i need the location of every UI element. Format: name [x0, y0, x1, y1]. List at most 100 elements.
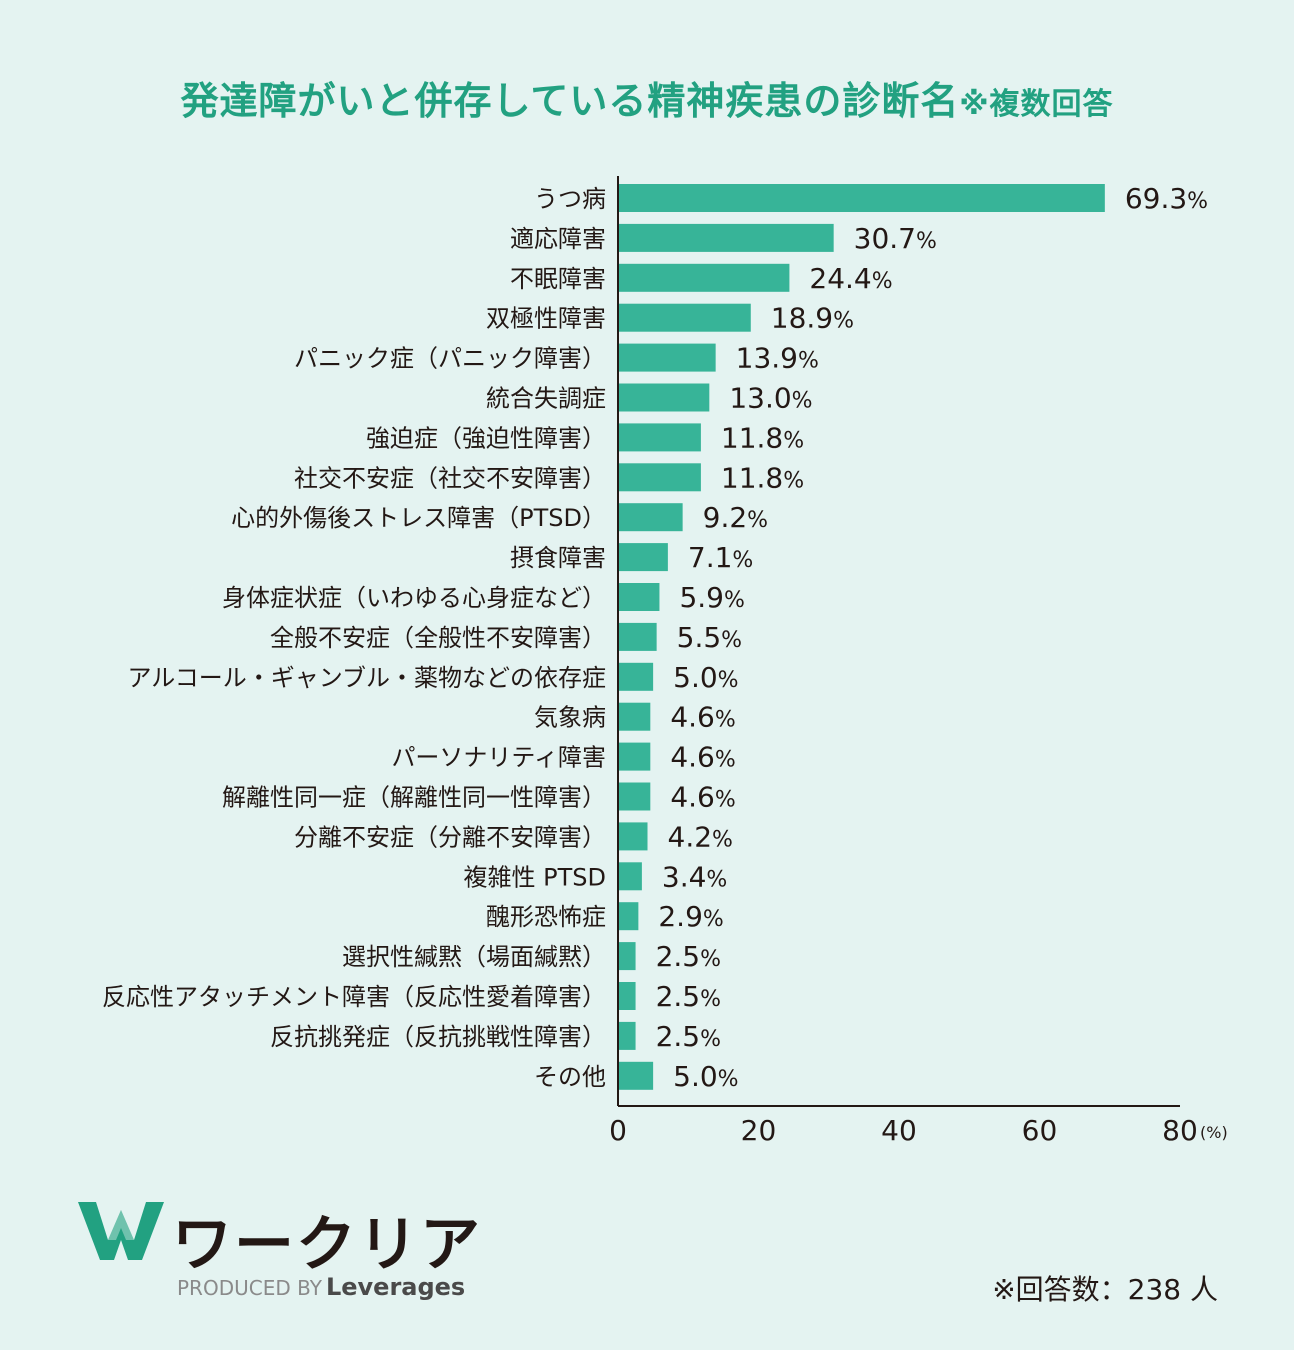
- value-label-15: 4.6%: [670, 781, 735, 814]
- value-label-5: 13.0%: [729, 382, 812, 415]
- value-label-11: 5.5%: [677, 621, 742, 654]
- category-label-9: 摂食障害: [510, 544, 606, 572]
- category-label-1: 適応障害: [510, 225, 606, 253]
- value-suffix-11: %: [721, 628, 742, 653]
- category-label-0: うつ病: [534, 185, 606, 213]
- work-clear-logo-icon: [78, 1202, 164, 1260]
- value-label-19: 2.5%: [656, 940, 721, 973]
- category-label-11: 全般不安症（全般性不安障害）: [270, 624, 606, 652]
- category-label-20: 反応性アタッチメント障害（反応性愛着障害）: [102, 983, 606, 1011]
- bar-14: [618, 742, 651, 771]
- category-label-6: 強迫症（強迫性障害）: [366, 424, 606, 452]
- category-label-18: 醜形恐怖症: [486, 903, 606, 931]
- company-name: Leverages: [325, 1273, 466, 1301]
- bar-0: [618, 184, 1105, 212]
- bar-9: [618, 543, 668, 572]
- bar-21: [618, 1021, 636, 1050]
- value-label-3: 18.9%: [771, 302, 854, 335]
- value-suffix-2: %: [872, 269, 893, 294]
- category-label-2: 不眠障害: [510, 265, 606, 293]
- bar-13: [618, 702, 651, 731]
- x-tick-label-4: 80: [1162, 1114, 1198, 1147]
- bar-7: [618, 463, 701, 492]
- value-label-6: 11.8%: [721, 421, 804, 454]
- value-label-22: 5.0%: [673, 1060, 738, 1093]
- value-label-16: 4.2%: [668, 820, 733, 853]
- bar-20: [618, 982, 636, 1010]
- bar-3: [618, 303, 751, 332]
- category-label-14: パーソナリティ障害: [391, 744, 606, 772]
- value-suffix-16: %: [712, 827, 733, 852]
- value-suffix-13: %: [715, 708, 736, 733]
- category-label-17: 複雑性 PTSD: [464, 863, 606, 891]
- category-label-10: 身体症状症（いわゆる心身症など）: [222, 584, 606, 612]
- value-label-7: 11.8%: [721, 461, 804, 494]
- bar-11: [618, 622, 657, 651]
- bar-12: [618, 662, 654, 691]
- bar-8: [618, 503, 683, 532]
- value-suffix-1: %: [916, 229, 937, 254]
- x-tick-label-0: 0: [609, 1114, 627, 1147]
- bar-19: [618, 942, 636, 971]
- brand-name: ワークリア: [172, 1210, 482, 1280]
- x-tick-label-1: 20: [741, 1114, 777, 1147]
- category-label-15: 解離性同一症（解離性同一性障害）: [222, 784, 606, 812]
- value-suffix-15: %: [715, 788, 736, 813]
- value-label-14: 4.6%: [670, 741, 735, 774]
- bar-2: [618, 263, 790, 292]
- value-label-21: 2.5%: [656, 1020, 721, 1053]
- bar-16: [618, 822, 648, 851]
- value-label-17: 3.4%: [662, 860, 727, 893]
- bar-5: [618, 383, 710, 412]
- bar-4: [618, 343, 716, 372]
- chart-title-note: ※複数回答: [959, 87, 1114, 122]
- value-label-18: 2.9%: [658, 900, 723, 933]
- category-label-13: 気象病: [534, 704, 606, 732]
- value-suffix-3: %: [833, 309, 854, 334]
- bar-18: [618, 902, 639, 931]
- value-suffix-18: %: [703, 907, 724, 932]
- value-label-20: 2.5%: [656, 980, 721, 1013]
- respondent-count-note: ※回答数：238 人: [992, 1273, 1218, 1306]
- bar-10: [618, 583, 660, 611]
- x-tick-label-3: 60: [1022, 1114, 1058, 1147]
- value-suffix-14: %: [715, 748, 736, 773]
- value-label-2: 24.4%: [809, 262, 892, 295]
- category-label-22: その他: [534, 1063, 606, 1091]
- category-label-5: 統合失調症: [486, 385, 606, 413]
- value-suffix-4: %: [798, 349, 819, 374]
- value-label-10: 5.9%: [679, 581, 744, 614]
- x-axis-unit: (%): [1200, 1123, 1228, 1142]
- x-tick-label-2: 40: [881, 1114, 917, 1147]
- bar-chart: うつ病 69.3% 適応障害 30.7% 不眠障害 24.4% 双極性障害 18.9% パニック…: [102, 176, 1228, 1147]
- value-label-13: 4.6%: [670, 701, 735, 734]
- value-suffix-22: %: [718, 1067, 739, 1092]
- chart-title: 発達障がいと併存している精神疾患の診断名※複数回答: [0, 70, 1294, 125]
- value-suffix-21: %: [700, 1027, 721, 1052]
- value-label-9: 7.1%: [688, 541, 753, 574]
- value-label-0: 69.3%: [1125, 182, 1208, 215]
- value-suffix-17: %: [706, 867, 727, 892]
- bar-22: [618, 1061, 654, 1090]
- category-label-19: 選択性緘黙（場面緘黙）: [342, 943, 606, 971]
- produced-by: PRODUCED BY Leverages: [177, 1273, 465, 1301]
- value-suffix-19: %: [700, 947, 721, 972]
- bar-15: [618, 782, 651, 811]
- value-suffix-7: %: [783, 468, 804, 493]
- value-label-1: 30.7%: [854, 222, 937, 255]
- produced-by-label: PRODUCED BY: [177, 1276, 322, 1300]
- value-label-8: 9.2%: [703, 501, 768, 534]
- value-label-4: 13.9%: [736, 342, 819, 375]
- category-label-7: 社交不安症（社交不安障害）: [294, 464, 606, 492]
- category-label-3: 双極性障害: [486, 305, 606, 333]
- value-suffix-5: %: [792, 389, 813, 414]
- bar-17: [618, 862, 642, 891]
- value-suffix-20: %: [700, 987, 721, 1012]
- value-suffix-6: %: [783, 428, 804, 453]
- value-suffix-10: %: [724, 588, 745, 613]
- category-label-21: 反抗挑発症（反抗挑戦性障害）: [270, 1023, 606, 1051]
- bar-6: [618, 423, 701, 452]
- value-label-12: 5.0%: [673, 661, 738, 694]
- value-suffix-0: %: [1187, 189, 1208, 214]
- category-label-8: 心的外傷後ストレス障害（PTSD）: [231, 504, 606, 532]
